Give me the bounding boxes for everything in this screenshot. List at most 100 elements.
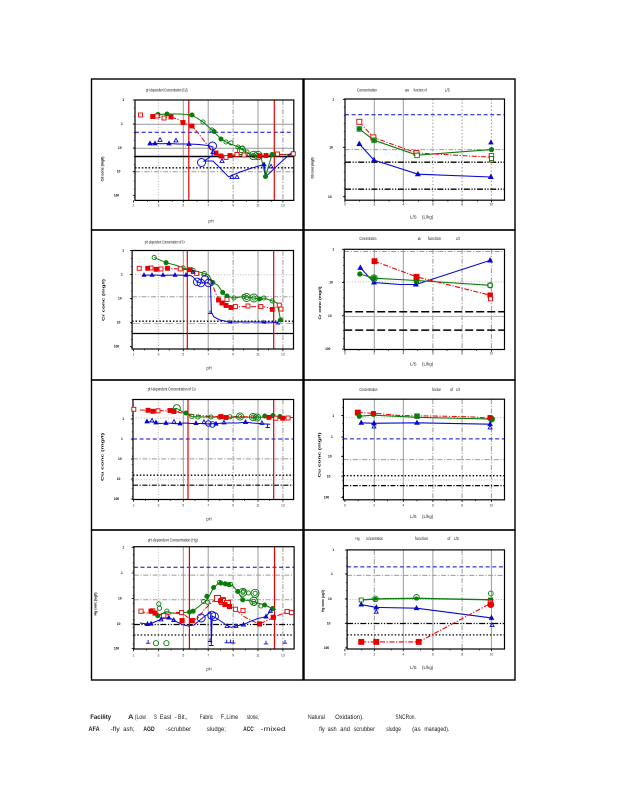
svg-text:Bit.,: Bit., [178,714,188,721]
svg-text:10: 10 [329,281,333,285]
svg-text:A: A [128,714,134,721]
svg-text:3: 3 [157,504,159,508]
svg-text:1: 1 [122,98,124,102]
svg-text:10: 10 [118,146,122,150]
svg-text:1: 1 [332,248,334,252]
svg-text:10: 10 [328,597,332,601]
svg-text:1: 1 [133,353,135,357]
svg-text:5: 5 [182,353,184,357]
svg-text:10: 10 [118,297,122,301]
svg-text:L/S: L/S [445,88,450,93]
svg-text:1: 1 [133,654,135,658]
svg-text:Fabric: Fabric [200,714,213,721]
svg-text:11: 11 [256,504,260,508]
svg-text:function: function [415,536,428,541]
svg-text:S: S [154,714,157,721]
svg-text:sludge: sludge [386,726,401,733]
svg-text:pH: pH [206,667,211,672]
svg-text:8: 8 [461,203,463,207]
svg-text:Hg: Hg [356,536,360,541]
svg-text:1: 1 [121,122,123,126]
svg-text:10: 10 [328,195,332,199]
svg-text:function of: function of [414,88,427,93]
svg-text:Cd conc (mg/l): Cd conc (mg/l) [100,157,104,182]
svg-text:L/S: L/S [456,387,460,392]
svg-text:6: 6 [432,504,434,508]
svg-text:pH-dependent Concentration (Hg: pH-dependent Concentration (Hg) [148,538,198,543]
svg-text:1: 1 [121,571,123,575]
svg-text:1: 1 [332,548,334,552]
svg-text:9: 9 [232,353,234,357]
svg-text:pH: pH [208,219,213,224]
svg-text:1: 1 [122,417,124,421]
svg-text:10: 10 [117,622,121,626]
svg-text:7: 7 [207,654,209,658]
svg-text:10: 10 [327,474,331,478]
svg-text:1: 1 [332,414,334,418]
svg-text:L/S: L/S [410,514,417,519]
svg-text:11: 11 [256,353,260,357]
svg-text:Concentration: Concentration [359,236,376,241]
svg-text:Cr conc (mg/l): Cr conc (mg/l) [102,279,106,321]
svg-text:10: 10 [328,455,332,459]
svg-text:1: 1 [121,437,123,441]
svg-text:2: 2 [373,352,375,356]
svg-text:11: 11 [256,654,260,658]
svg-text:function: function [432,387,441,392]
svg-text:ash;: ash; [123,726,134,733]
svg-text:pH: pH [206,366,211,371]
svg-text:10: 10 [490,203,494,207]
svg-text:8: 8 [461,504,463,508]
svg-text:9: 9 [232,504,234,508]
svg-text:1: 1 [332,98,334,102]
svg-text:sludge;: sludge; [207,726,226,733]
svg-text:(L/kg): (L/kg) [422,362,434,367]
svg-text:Cu conc (mg/l): Cu conc (mg/l) [101,433,105,481]
svg-text:7: 7 [207,504,209,508]
svg-text:2: 2 [373,203,375,207]
svg-text:4: 4 [402,504,404,508]
svg-text:100: 100 [324,496,330,500]
svg-text:0: 0 [344,352,346,356]
svg-text:7: 7 [207,204,209,208]
svg-text:concentration: concentration [366,536,383,541]
svg-text:8: 8 [461,352,463,356]
svg-text:scrubber: scrubber [354,726,375,733]
svg-text:Cr conc (mg/l): Cr conc (mg/l) [318,287,322,320]
svg-text:pH: pH [206,517,211,522]
svg-text:1: 1 [133,204,135,208]
svg-text:9: 9 [232,654,234,658]
svg-text:ACC: ACC [243,726,254,733]
svg-text:1: 1 [331,572,333,576]
svg-text:-mixed: -mixed [261,726,287,733]
svg-text:10: 10 [490,504,494,508]
svg-text:L/S: L/S [454,536,459,541]
svg-text:10: 10 [117,321,121,325]
svg-text:AFA: AFA [89,726,100,733]
svg-text:as: as [405,88,410,93]
svg-text:1: 1 [133,504,135,508]
svg-text:4: 4 [402,352,404,356]
svg-text:(L/kg): (L/kg) [422,215,434,220]
svg-text:(L/kg): (L/kg) [422,514,434,519]
svg-text:10: 10 [118,597,122,601]
svg-text:5: 5 [182,504,184,508]
svg-text:13: 13 [281,654,285,658]
svg-text:AGD: AGD [143,726,155,733]
svg-text:6: 6 [432,203,434,207]
svg-text:100: 100 [114,345,120,349]
svg-text:(L/kg): (L/kg) [422,665,434,670]
svg-text:-: - [175,714,177,721]
svg-text:6: 6 [432,352,434,356]
svg-text:10: 10 [118,457,122,461]
svg-text:100: 100 [114,194,120,198]
svg-text:11: 11 [256,204,260,208]
svg-text:(as: (as [412,726,421,733]
svg-text:5: 5 [182,654,184,658]
svg-text:9: 9 [232,204,234,208]
svg-text:1: 1 [122,546,124,550]
svg-text:function: function [428,236,441,241]
svg-text:1: 1 [121,273,123,277]
svg-text:7: 7 [207,353,209,357]
svg-text:of: of [450,387,454,392]
